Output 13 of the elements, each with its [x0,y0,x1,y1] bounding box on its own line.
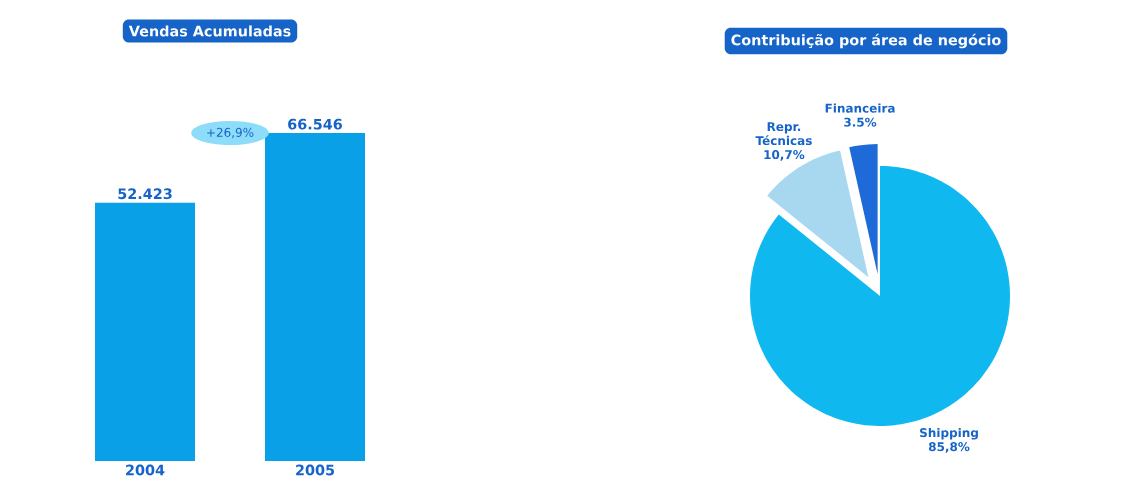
slice-label: Shipping [920,427,978,440]
data-label: 3.5% [844,117,877,127]
data-label: 10,7% [764,150,805,161]
chart-title: Contribuição por área de negócio [731,33,1001,49]
data-label: 85,8% [928,442,970,453]
slice-label: Repr. Técnicas [755,122,812,146]
x-tick-label: 2004 [126,464,165,476]
annotation: +26,9% [207,127,254,139]
chart-title: Vendas Acumuladas [128,25,291,37]
x-tick-label: 2005 [296,464,335,476]
slice-label: Financeira [825,103,895,113]
data-label: 52.423 [118,188,172,200]
data-label: 66.546 [288,118,343,130]
